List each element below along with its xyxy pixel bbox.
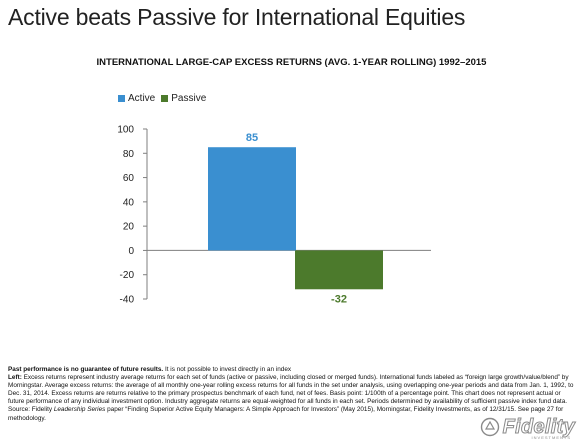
footnote-methodology: Left: Excess returns represent industry … xyxy=(8,374,574,423)
y-tick-label: -20 xyxy=(120,270,135,281)
data-label-passive: -32 xyxy=(331,293,347,305)
footnote-methodology-part1: Excess returns represent industry averag… xyxy=(8,374,574,414)
y-tick-label: 40 xyxy=(123,197,135,208)
legend-item-passive: Passive xyxy=(161,93,206,104)
footnote-left-label: Left: xyxy=(8,374,22,382)
bar-chart: 100 80 60 40 20 0 -20 -40 85 -32 xyxy=(117,125,431,306)
y-tick-label: -40 xyxy=(120,295,135,306)
legend-swatch-active xyxy=(118,94,125,102)
footnote-disclaimer-bold: Past performance is no guarantee of futu… xyxy=(8,366,164,373)
y-tick-label: 20 xyxy=(123,222,135,233)
footnote-disclaimer-rest: It is not possible to invest directly in… xyxy=(163,366,292,373)
y-tick-label: 100 xyxy=(117,125,134,136)
fidelity-logo-text: Fidelity xyxy=(502,415,575,438)
footnote-series-name: Leadership Series xyxy=(53,406,106,414)
data-label-active: 85 xyxy=(246,132,258,144)
legend-swatch-passive xyxy=(161,94,169,102)
legend-item-active: Active xyxy=(118,93,155,104)
chart-legend: Active Passive xyxy=(118,91,212,105)
footnote-methodology-part2: paper “Finding Superior Active Equity Ma… xyxy=(8,406,564,422)
fidelity-logo-subtext: INVESTMENTS xyxy=(531,435,571,440)
fidelity-logo-mark-icon xyxy=(480,417,499,437)
y-tick-label: 0 xyxy=(128,246,134,257)
footnote: Past performance is no guarantee of futu… xyxy=(8,366,574,423)
slide-title: Active beats Passive for International E… xyxy=(8,4,466,30)
legend-label-active: Active xyxy=(128,92,156,104)
footnote-disclaimer: Past performance is no guarantee of futu… xyxy=(8,366,574,374)
y-tick-label: 60 xyxy=(123,173,135,184)
legend-label-passive: Passive xyxy=(171,92,207,104)
bar-active xyxy=(208,147,296,251)
fidelity-logo: Fidelity INVESTMENTS xyxy=(480,415,575,440)
chart-title: INTERNATIONAL LARGE-CAP EXCESS RETURNS (… xyxy=(96,57,487,68)
y-tick-label: 80 xyxy=(123,149,135,160)
bar-passive xyxy=(295,250,383,290)
